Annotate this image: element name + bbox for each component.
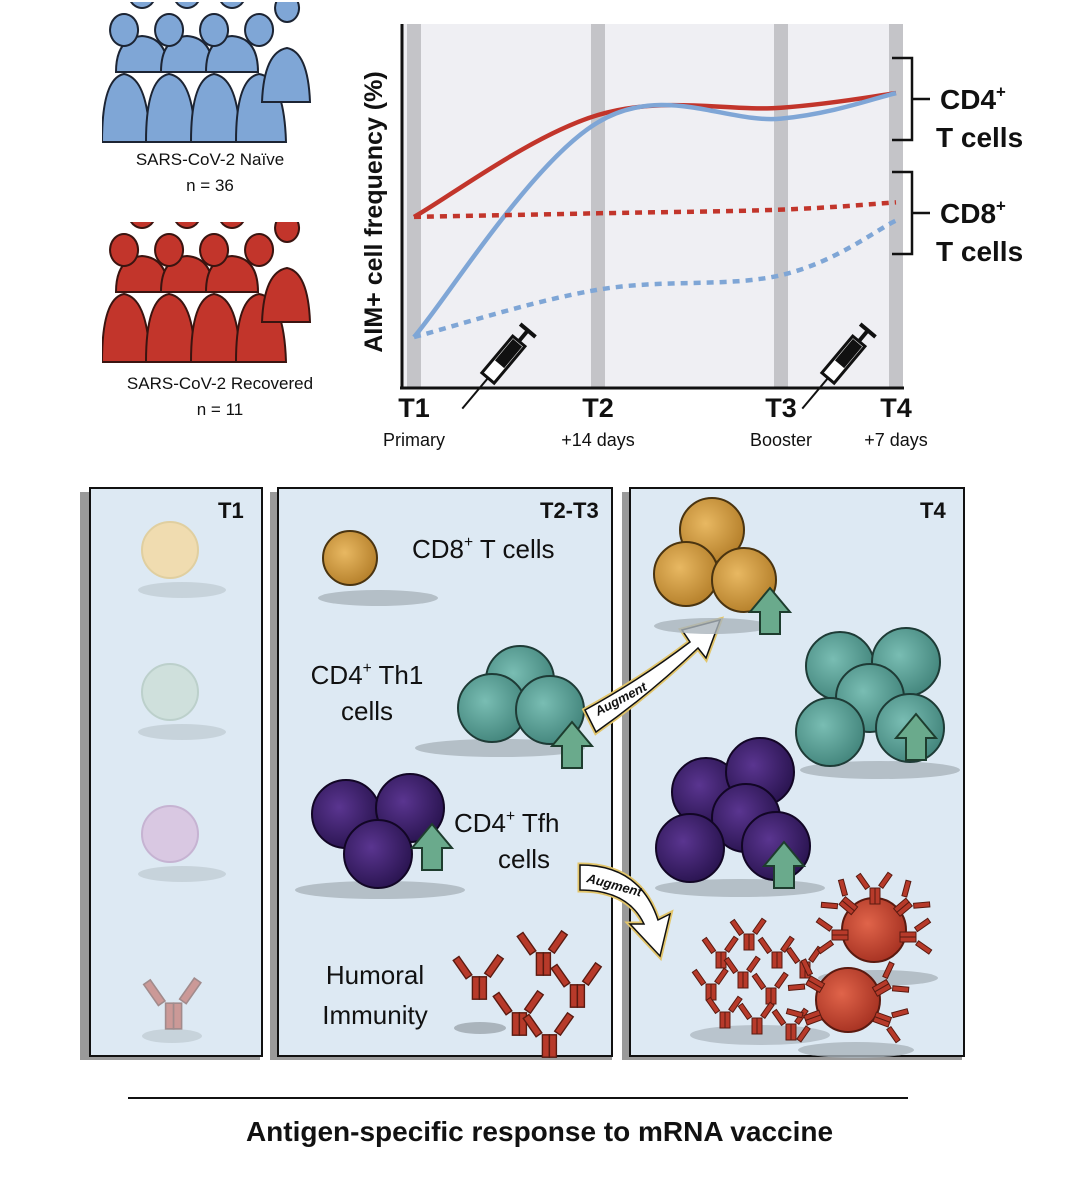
cd8-bracket-sublabel: T cells — [936, 236, 1024, 267]
label-cd4-th1: CD4+ Th1 — [310, 660, 424, 690]
syringe-primary-icon — [461, 322, 537, 410]
t23-cd8-cell — [322, 530, 378, 586]
timepoint-label-t4: T4 — [880, 393, 912, 423]
label-cd4-tfh-line2: cells — [497, 844, 550, 874]
panel-t2-t3 — [277, 487, 613, 1057]
timepoint-sublabel-t1: Primary — [383, 430, 445, 450]
timepoint-label-t1: T1 — [398, 393, 430, 423]
panel-t4-title: T4 — [920, 498, 946, 523]
recovered-cohort-n: n = 11 — [196, 400, 244, 419]
cd8-bracket-label: CD8+ — [940, 196, 1006, 229]
cd8-bracket — [892, 170, 930, 256]
naive-cohort-n: n = 36 — [186, 176, 234, 195]
timepoint-sublabel-t2: +14 days — [561, 430, 635, 450]
label-immunity: Immunity — [322, 1000, 428, 1030]
cd4-bracket-label: CD4+ — [940, 82, 1006, 115]
series-naive-cd8-line — [413, 218, 897, 340]
t4-tfh-cluster — [655, 737, 811, 883]
label-cd4-tfh: CD4+ Tfh — [454, 808, 560, 838]
t1-tfh-cell — [141, 805, 199, 863]
naive-cohort-name: SARS-CoV-2 Naïve — [135, 150, 285, 169]
t23-tfh-cluster — [311, 773, 445, 889]
syringe-booster-icon — [801, 322, 877, 410]
panels-graphic: Augment Augment — [80, 487, 965, 1099]
t4-antibodies — [690, 917, 830, 1045]
recovered-people-icon — [102, 222, 312, 363]
label-humoral: Humoral — [325, 960, 425, 990]
t1-cd8-cell — [141, 521, 199, 579]
label-cd4-th1-line2: cells — [340, 696, 393, 726]
t4-cd8-cluster — [653, 497, 777, 613]
footer-caption: Antigen-specific response to mRNA vaccin… — [245, 1116, 834, 1147]
cd4-bracket — [892, 56, 930, 142]
cd4-bracket-sublabel: T cells — [936, 122, 1024, 153]
recovered-cohort-name: SARS-CoV-2 Recovered — [126, 374, 314, 393]
t23-antibodies — [452, 930, 602, 1058]
panel-t23-title: T2-T3 — [540, 498, 599, 523]
timepoint-label-t2: T2 — [582, 393, 614, 423]
timepoint-sublabel-t4: +7 days — [864, 430, 928, 450]
label-cd8-t-cells: CD8+ T cells — [412, 534, 555, 564]
timepoint-band-t2 — [591, 24, 605, 388]
timepoint-label-t3: T3 — [765, 393, 797, 423]
naive-people-icon — [102, 2, 312, 143]
timepoint-band-t3 — [774, 24, 788, 388]
aim-frequency-chart: AIM+ cell frequency (%) — [360, 24, 930, 410]
timepoint-band-t1 — [407, 24, 421, 388]
chart-y-axis-label: AIM+ cell frequency (%) — [360, 71, 388, 352]
chart-plot-background — [402, 24, 902, 388]
timepoint-sublabel-t3: Booster — [749, 430, 813, 450]
panel-t1-title: T1 — [218, 498, 244, 523]
timepoint-band-t4 — [889, 24, 903, 388]
t1-th1-cell — [141, 663, 199, 721]
t4-plasma-cells — [784, 871, 938, 1058]
t4-th1-cluster — [795, 627, 945, 767]
series-naive-cd4-line — [412, 90, 897, 339]
